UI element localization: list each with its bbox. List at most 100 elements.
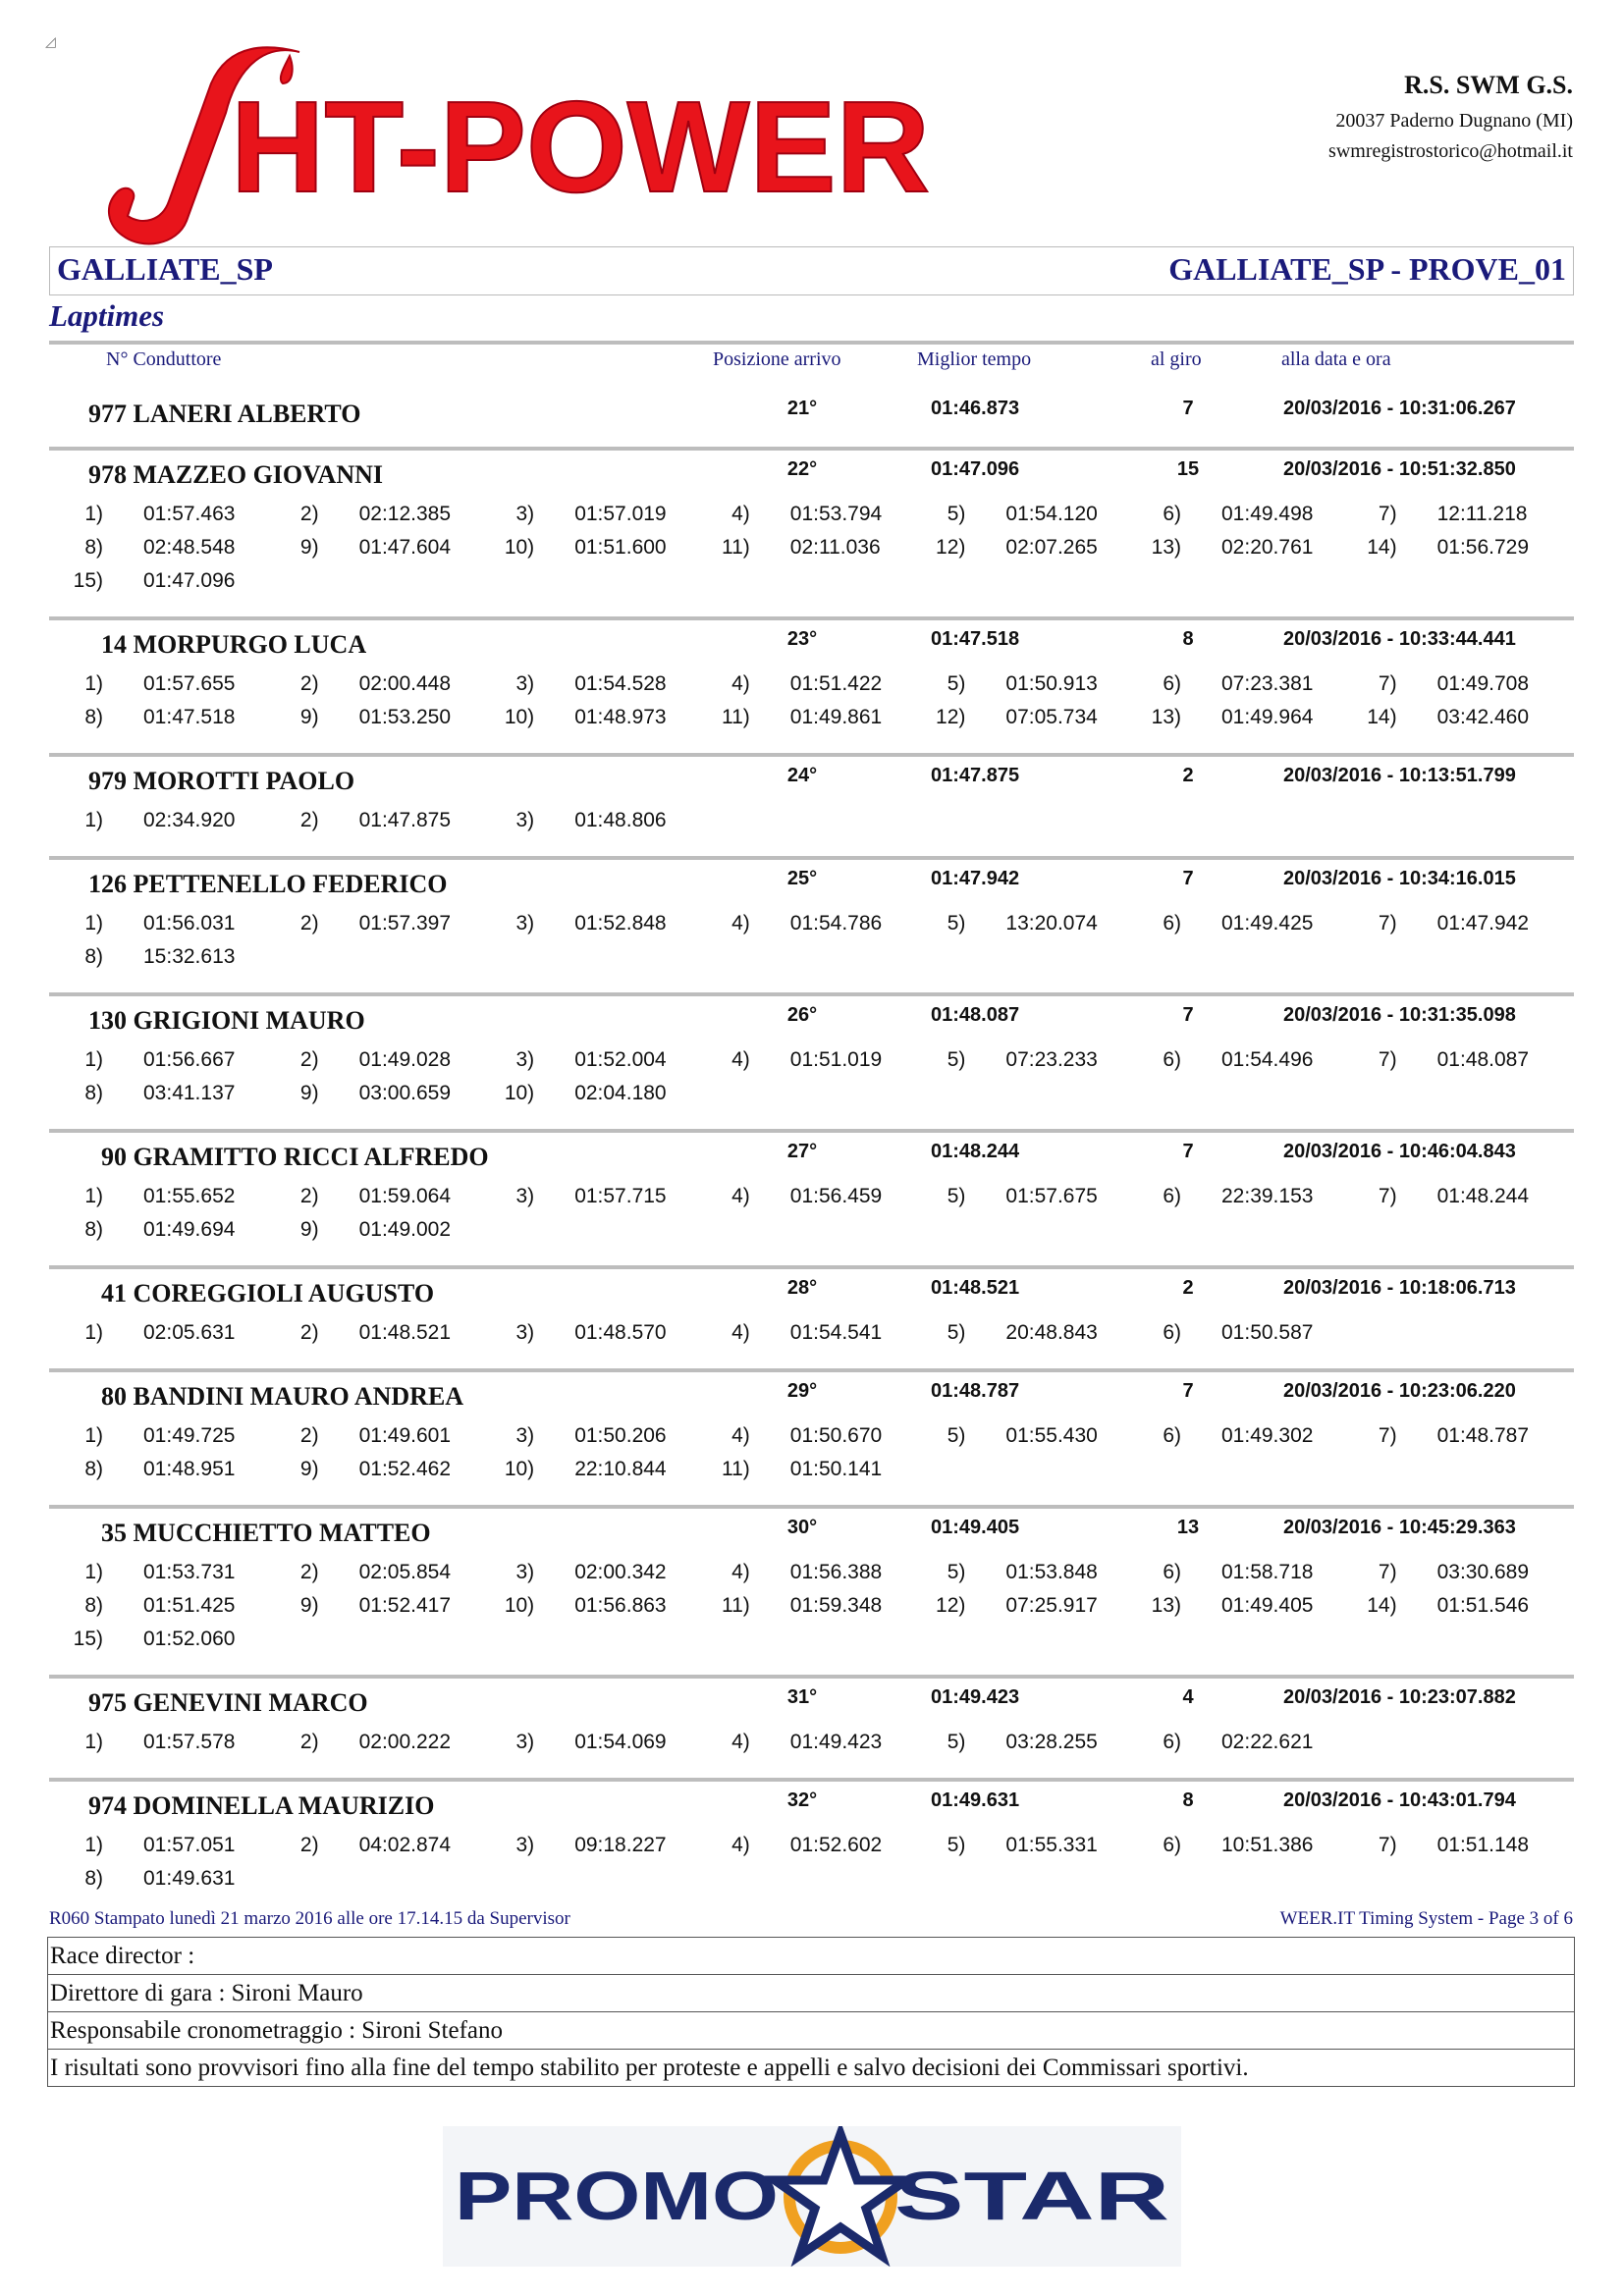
lap-time: 01:51.019 — [789, 1048, 883, 1071]
lap-time: 01:57.715 — [574, 1185, 667, 1207]
lap-number: 11) — [722, 536, 750, 559]
lap-number: 10) — [504, 1458, 535, 1480]
lap-number: 13) — [1151, 706, 1181, 728]
best-lap-number: 8 — [1182, 628, 1194, 650]
lap-time: 01:56.031 — [143, 912, 236, 934]
best-lap-datetime: 20/03/2016 - 10:31:35.098 — [1283, 1004, 1516, 1026]
lap-number: 9) — [299, 536, 319, 559]
best-lap-datetime: 20/03/2016 - 10:23:07.882 — [1283, 1686, 1516, 1708]
lap-time: 01:56.388 — [789, 1561, 883, 1583]
lap-time: 03:28.255 — [1005, 1731, 1098, 1753]
lap-time: 01:57.019 — [574, 503, 667, 525]
finish-position: 22° — [786, 458, 818, 480]
lap-number: 9) — [299, 1594, 319, 1617]
driver-name: 975 GENEVINI MARCO — [88, 1688, 368, 1717]
lap-number: 2) — [299, 1048, 319, 1071]
print-info: R060 Stampato lunedì 21 marzo 2016 alle … — [49, 1908, 570, 1929]
lap-number: 6) — [1163, 1561, 1181, 1583]
best-lap-datetime: 20/03/2016 - 10:23:06.220 — [1283, 1380, 1516, 1402]
finish-position: 26° — [786, 1004, 818, 1026]
lap-number: 4) — [731, 672, 750, 695]
lap-time: 01:50.141 — [789, 1458, 883, 1480]
svg-text:PROMO: PROMO — [455, 2158, 779, 2234]
svg-text:STAR: STAR — [894, 2158, 1169, 2234]
lap-time: 01:49.405 — [1221, 1594, 1314, 1617]
col-lap: al giro — [1151, 348, 1202, 370]
lap-number: 4) — [731, 1185, 750, 1207]
lap-number: 1) — [84, 912, 103, 934]
lap-number: 8) — [84, 945, 103, 968]
lap-number: 5) — [947, 1561, 966, 1583]
driver-block: 978 MAZZEO GIOVANNI 22° 01:47.096 15 20/03/2… — [49, 447, 1574, 616]
lap-time: 20:48.843 — [1005, 1321, 1098, 1344]
lap-number: 10) — [504, 536, 535, 559]
best-lap-number: 2 — [1182, 765, 1194, 786]
lap-time: 01:55.652 — [143, 1185, 236, 1207]
lap-number: 2) — [299, 1834, 319, 1856]
lap-time: 15:32.613 — [143, 945, 236, 968]
lap-time: 07:05.734 — [1005, 706, 1098, 728]
lap-time: 01:49.694 — [143, 1218, 236, 1241]
lap-time: 02:12.385 — [358, 503, 452, 525]
best-lap-number: 7 — [1182, 398, 1194, 419]
best-lap-datetime: 20/03/2016 - 10:43:01.794 — [1283, 1789, 1516, 1811]
best-lap-number: 7 — [1182, 1004, 1194, 1026]
lap-time: 01:52.417 — [358, 1594, 452, 1617]
block-divider — [49, 447, 1574, 451]
lap-number: 15) — [73, 1628, 103, 1650]
svg-text:HT-POWER: HT-POWER — [231, 75, 930, 219]
lap-time: 01:52.602 — [789, 1834, 883, 1856]
block-divider — [49, 616, 1574, 620]
lap-number: 3) — [515, 1321, 535, 1344]
lap-time: 02:00.448 — [358, 672, 452, 695]
lap-number: 4) — [731, 1731, 750, 1753]
lap-number: 5) — [947, 1048, 966, 1071]
lap-time: 01:51.148 — [1436, 1834, 1530, 1856]
lap-time: 01:51.422 — [789, 672, 883, 695]
best-time: 01:47.518 — [931, 628, 1020, 650]
lap-number: 4) — [731, 1834, 750, 1856]
lap-time: 01:49.028 — [358, 1048, 452, 1071]
lap-number: 8) — [84, 1218, 103, 1241]
lap-time: 02:00.222 — [358, 1731, 452, 1753]
lap-number: 5) — [947, 672, 966, 695]
finish-position: 32° — [786, 1789, 818, 1811]
lap-time: 01:49.425 — [1221, 912, 1314, 934]
best-time: 01:49.405 — [931, 1517, 1020, 1538]
best-time: 01:49.423 — [931, 1686, 1020, 1708]
lap-number: 6) — [1163, 1731, 1181, 1753]
timing-manager: Responsabile cronometraggio : Sironi Ste… — [48, 2012, 1574, 2050]
lap-number: 6) — [1163, 672, 1181, 695]
col-driver: N° Conduttore — [106, 348, 222, 370]
lap-number: 10) — [504, 706, 535, 728]
lap-number: 9) — [299, 1458, 319, 1480]
lap-number: 3) — [515, 672, 535, 695]
lap-time: 02:07.265 — [1005, 536, 1098, 559]
lap-time: 01:49.861 — [789, 706, 883, 728]
lap-time: 01:50.206 — [574, 1424, 667, 1447]
lap-time: 07:23.381 — [1221, 672, 1314, 695]
lap-time: 01:54.069 — [574, 1731, 667, 1753]
lap-time: 02:05.631 — [143, 1321, 236, 1344]
lap-time: 02:34.920 — [143, 809, 236, 831]
lap-time: 03:00.659 — [358, 1082, 452, 1104]
lap-time: 02:20.761 — [1221, 536, 1314, 559]
lap-number: 14) — [1367, 706, 1397, 728]
lap-time: 01:56.863 — [574, 1594, 667, 1617]
corner-mark: ◿ — [45, 33, 56, 49]
lap-number: 4) — [731, 1048, 750, 1071]
best-lap-number: 2 — [1182, 1277, 1194, 1299]
lap-time: 01:56.459 — [789, 1185, 883, 1207]
lap-time: 01:55.331 — [1005, 1834, 1098, 1856]
lap-number: 5) — [947, 1424, 966, 1447]
system-info: WEER.IT Timing System - Page 3 of 6 — [1279, 1908, 1573, 1929]
block-divider — [49, 1129, 1574, 1133]
col-datetime: alla data e ora — [1281, 348, 1391, 370]
lap-number: 1) — [84, 1424, 103, 1447]
organizer-address: 20037 Paderno Dugnano (MI) — [1335, 110, 1573, 132]
best-lap-number: 7 — [1182, 868, 1194, 889]
lap-number: 3) — [515, 912, 535, 934]
lap-time: 13:20.074 — [1005, 912, 1098, 934]
session-name: GALLIATE_SP - PROVE_01 — [1168, 251, 1566, 287]
best-lap-datetime: 20/03/2016 - 10:45:29.363 — [1283, 1517, 1516, 1538]
